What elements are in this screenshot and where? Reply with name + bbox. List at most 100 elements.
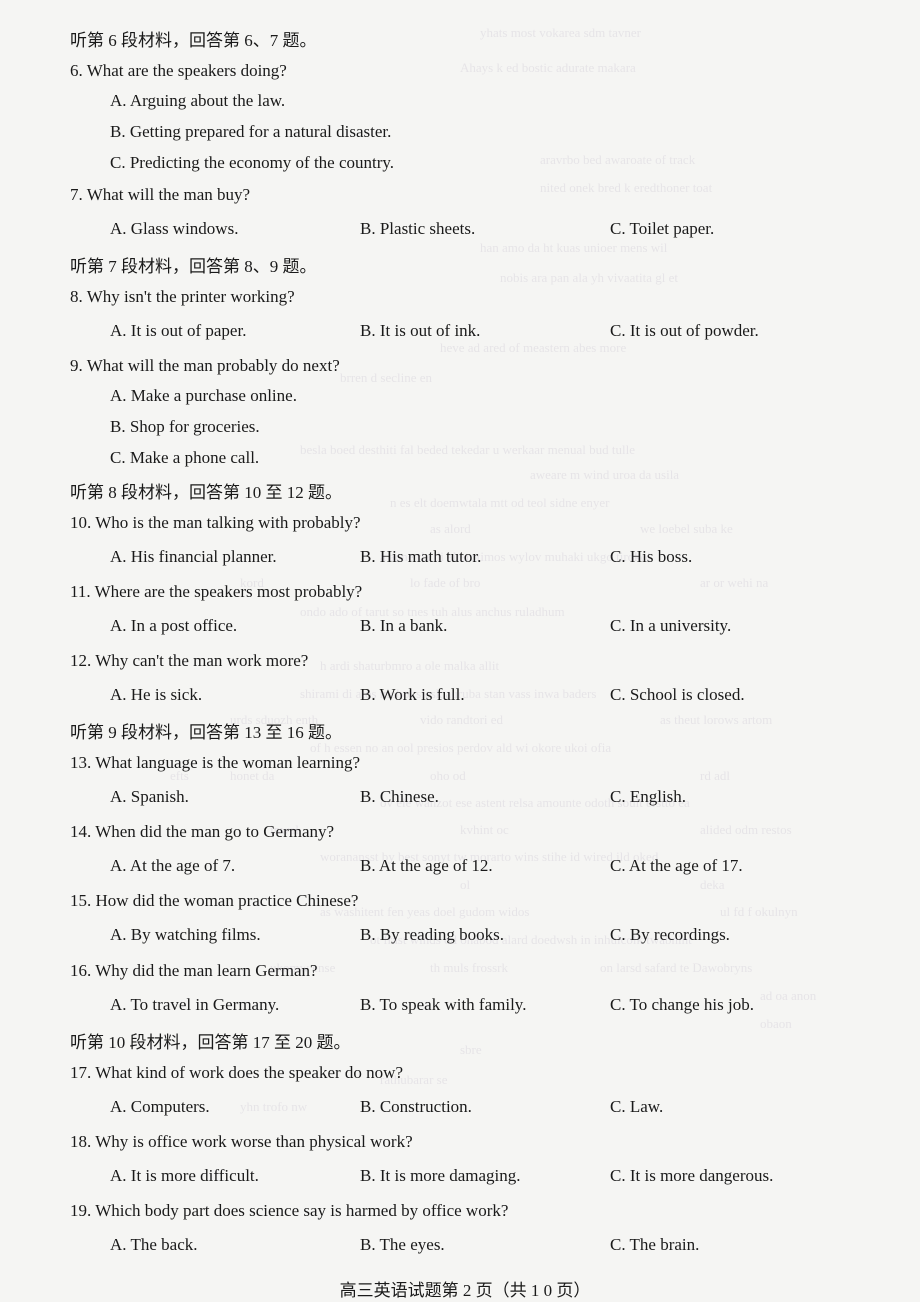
- option-text: Make a purchase online.: [131, 386, 297, 405]
- option-text: At the age of 7.: [130, 856, 235, 875]
- question-9: 9. What will the man probably do next?: [70, 356, 860, 376]
- option-text: Construction.: [380, 1097, 472, 1116]
- option-text: He is sick.: [131, 685, 202, 704]
- option-c: C. At the age of 17.: [610, 852, 860, 879]
- options-q17: A. Computers. B. Construction. C. Law.: [110, 1089, 860, 1124]
- question-number: 8.: [70, 287, 83, 306]
- question-text: What will the man probably do next?: [87, 356, 340, 375]
- option-text: It is more dangerous.: [630, 1166, 774, 1185]
- option-text: It is out of paper.: [131, 321, 247, 340]
- option-c: C. Toilet paper.: [610, 215, 860, 242]
- options-q16: A. To travel in Germany. B. To speak wit…: [110, 987, 860, 1022]
- option-text: At the age of 12.: [379, 856, 493, 875]
- options-q10: A. His financial planner. B. His math tu…: [110, 539, 860, 574]
- option-label: A.: [110, 995, 127, 1014]
- option-text: It is more difficult.: [131, 1166, 259, 1185]
- option-b: B. At the age of 12.: [360, 852, 610, 879]
- section-intro: 听第 10 段材料，回答第 17 至 20 题。: [70, 1028, 860, 1053]
- option-label: A.: [110, 91, 127, 110]
- option-a: A. At the age of 7.: [110, 852, 360, 879]
- option-text: In a post office.: [131, 616, 237, 635]
- option-text: By reading books.: [380, 925, 504, 944]
- question-text: When did the man go to Germany?: [95, 822, 334, 841]
- option-b: B. The eyes.: [360, 1231, 610, 1258]
- option-c: C. Make a phone call.: [110, 444, 860, 471]
- option-b: B. Chinese.: [360, 783, 610, 810]
- options-q8: A. It is out of paper. B. It is out of i…: [110, 313, 860, 348]
- options-q19: A. The back. B. The eyes. C. The brain.: [110, 1227, 860, 1262]
- option-b: B. It is more damaging.: [360, 1162, 610, 1189]
- option-label: B.: [360, 1166, 376, 1185]
- option-b: B. Construction.: [360, 1093, 610, 1120]
- options-q6: A. Arguing about the law. B. Getting pre…: [110, 87, 860, 177]
- option-a: A. It is more difficult.: [110, 1162, 360, 1189]
- option-text: It is out of powder.: [630, 321, 759, 340]
- question-18: 18. Why is office work worse than physic…: [70, 1132, 860, 1152]
- option-label: C.: [110, 448, 126, 467]
- option-text: To speak with family.: [380, 995, 527, 1014]
- option-b: B. By reading books.: [360, 921, 610, 948]
- question-number: 6.: [70, 61, 83, 80]
- question-text: What kind of work does the speaker do no…: [95, 1063, 403, 1082]
- option-a: A. In a post office.: [110, 612, 360, 639]
- option-label: A.: [110, 219, 127, 238]
- option-label: C.: [610, 787, 626, 806]
- option-label: B.: [360, 1097, 376, 1116]
- question-16: 16. Why did the man learn German?: [70, 961, 860, 981]
- option-text: Computers.: [131, 1097, 210, 1116]
- options-q18: A. It is more difficult. B. It is more d…: [110, 1158, 860, 1193]
- option-label: B.: [360, 1235, 376, 1254]
- option-text: It is more damaging.: [380, 1166, 521, 1185]
- option-b: B. Work is full.: [360, 681, 610, 708]
- option-text: His math tutor.: [380, 547, 482, 566]
- option-text: Work is full.: [380, 685, 465, 704]
- option-c: C. Law.: [610, 1093, 860, 1120]
- option-label: C.: [610, 547, 626, 566]
- option-b: B. It is out of ink.: [360, 317, 610, 344]
- option-text: English.: [630, 787, 686, 806]
- option-label: B.: [360, 321, 376, 340]
- section-intro: 听第 9 段材料，回答第 13 至 16 题。: [70, 718, 860, 743]
- option-label: C.: [610, 1097, 626, 1116]
- option-c: C. The brain.: [610, 1231, 860, 1258]
- options-q13: A. Spanish. B. Chinese. C. English.: [110, 779, 860, 814]
- option-b: B. Shop for groceries.: [110, 413, 860, 440]
- option-a: A. Make a purchase online.: [110, 382, 860, 409]
- options-q7: A. Glass windows. B. Plastic sheets. C. …: [110, 211, 860, 246]
- option-a: A. Glass windows.: [110, 215, 360, 242]
- option-label: A.: [110, 925, 127, 944]
- question-11: 11. Where are the speakers most probably…: [70, 582, 860, 602]
- option-a: A. Spanish.: [110, 783, 360, 810]
- option-text: At the age of 17.: [629, 856, 743, 875]
- options-q11: A. In a post office. B. In a bank. C. In…: [110, 608, 860, 643]
- section-intro: 听第 8 段材料，回答第 10 至 12 题。: [70, 478, 860, 503]
- option-text: The eyes.: [380, 1235, 445, 1254]
- question-10: 10. Who is the man talking with probably…: [70, 513, 860, 533]
- option-label: B.: [360, 925, 376, 944]
- option-label: A.: [110, 1097, 127, 1116]
- question-6: 6. What are the speakers doing?: [70, 61, 860, 81]
- option-a: A. It is out of paper.: [110, 317, 360, 344]
- option-label: C.: [610, 219, 626, 238]
- option-label: A.: [110, 616, 127, 635]
- option-a: A. The back.: [110, 1231, 360, 1258]
- option-text: Predicting the economy of the country.: [130, 153, 394, 172]
- question-15: 15. How did the woman practice Chinese?: [70, 891, 860, 911]
- option-text: By watching films.: [131, 925, 261, 944]
- option-c: C. By recordings.: [610, 921, 860, 948]
- page-footer: 高三英语试题第 2 页（共 1 0 页）: [70, 1276, 860, 1301]
- option-text: The brain.: [630, 1235, 700, 1254]
- question-number: 14.: [70, 822, 91, 841]
- question-text: What language is the woman learning?: [95, 753, 360, 772]
- question-number: 19.: [70, 1201, 91, 1220]
- option-label: C.: [610, 856, 626, 875]
- option-label: B.: [360, 787, 376, 806]
- option-text: Toilet paper.: [630, 219, 715, 238]
- option-c: C. His boss.: [610, 543, 860, 570]
- option-label: C.: [610, 925, 626, 944]
- option-c: C. English.: [610, 783, 860, 810]
- question-text: Why can't the man work more?: [95, 651, 308, 670]
- question-number: 13.: [70, 753, 91, 772]
- option-text: His boss.: [630, 547, 692, 566]
- option-a: A. He is sick.: [110, 681, 360, 708]
